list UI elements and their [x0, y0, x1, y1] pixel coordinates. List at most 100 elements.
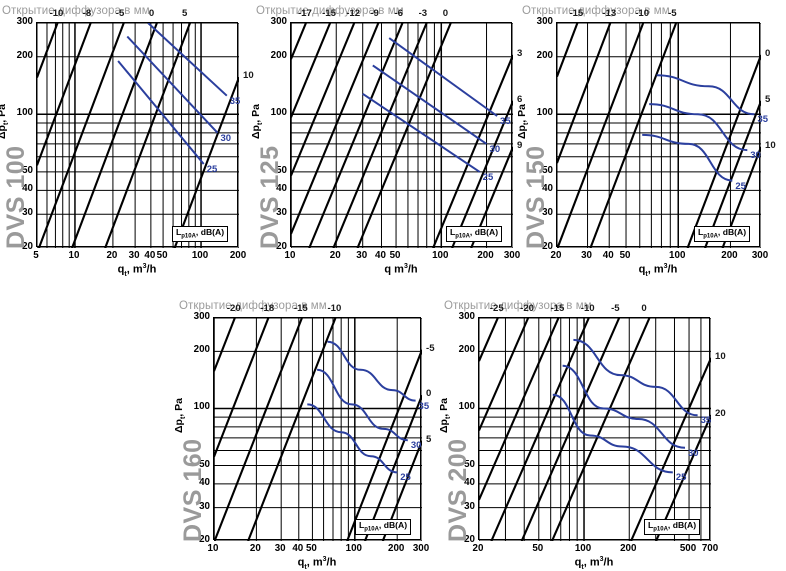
noise-curve-label-30: 30 [750, 150, 761, 162]
x-tick-20: 20 [249, 543, 261, 554]
y-tick-20: 20 [199, 534, 210, 545]
x-tick-50: 50 [389, 250, 401, 261]
y-tick-200: 200 [193, 344, 210, 356]
right-tick-6: 6 [517, 94, 523, 106]
grid-horizontal [37, 23, 239, 248]
x-tick-100: 100 [669, 250, 686, 261]
x-tick-100: 100 [345, 543, 362, 554]
right-tick-0: 0 [426, 388, 432, 400]
top-tick--18: -18 [260, 303, 275, 314]
noise-curve-label-35: 35 [418, 400, 430, 412]
x-tick-40: 40 [292, 543, 304, 554]
noise-curve-label-30: 30 [688, 447, 699, 459]
x-tick-5: 5 [33, 250, 39, 261]
y-tick-30: 30 [276, 207, 287, 219]
top-tick-0: 0 [148, 8, 155, 19]
plot-canvas [214, 318, 422, 541]
top-tick--17: -17 [297, 8, 312, 19]
y-tick-200: 200 [458, 344, 475, 356]
x-tick-20: 20 [106, 250, 118, 261]
noise-curve-25 [642, 133, 733, 182]
y-tick-100: 100 [536, 107, 553, 119]
plot-canvas [479, 318, 711, 541]
top-tick--10: -10 [635, 8, 650, 19]
x-tick-50: 50 [305, 543, 317, 554]
y-tick-30: 30 [464, 500, 475, 512]
top-tick--6: -6 [394, 8, 403, 19]
grid-vertical [557, 23, 761, 248]
y-tick-50: 50 [276, 164, 287, 176]
noise-curve-label-30: 30 [489, 143, 501, 155]
y-tick-50: 50 [199, 458, 210, 470]
grid-horizontal [557, 23, 761, 248]
y-tick-20: 20 [542, 241, 553, 252]
y-axis-label: Δpt, Pa [0, 104, 11, 139]
plot-canvas [37, 23, 239, 248]
grid-vertical [214, 318, 422, 541]
x-tick-30: 30 [128, 250, 140, 261]
y-tick-50: 50 [542, 164, 553, 176]
y-tick-300: 300 [16, 16, 33, 27]
noise-curve-label-25: 25 [400, 472, 411, 484]
top-tick--3: -3 [418, 8, 428, 19]
y-tick-100: 100 [16, 107, 33, 119]
y-tick-20: 20 [276, 241, 287, 252]
x-tick-40: 40 [375, 250, 386, 261]
x-tick-40: 40 [602, 250, 614, 261]
y-axis-label: Δpt, Pa [516, 104, 531, 139]
right-tick-10: 10 [765, 139, 776, 151]
noise-curve-25 [117, 60, 205, 165]
y-axis-label: Δpt, Pa [438, 397, 453, 433]
right-tick-0: 0 [765, 48, 771, 60]
chart-header-label: Открытие диффузора в мм [2, 5, 150, 17]
y-tick-100: 100 [193, 401, 210, 413]
x-tick-30: 30 [581, 250, 592, 261]
noise-curve-30 [316, 368, 408, 442]
noise-curve-35 [573, 338, 698, 417]
top-tick--20: -20 [226, 303, 241, 314]
y-tick-300: 300 [193, 311, 210, 322]
model-label: DVS 160 [179, 438, 207, 542]
y-tick-30: 30 [22, 207, 33, 219]
model-label: DVS 150 [522, 145, 550, 249]
right-tick-10: 10 [243, 70, 254, 82]
plot-area-dvs-200 [478, 317, 711, 541]
x-tick-10: 10 [284, 250, 296, 261]
x-axis-label: qt, m3/h [638, 263, 678, 278]
top-tick--15: -15 [293, 303, 308, 314]
noise-curve-label-25: 25 [735, 180, 746, 192]
chart-header-label: Открытие диффузора в мм [179, 300, 327, 312]
y-axis-label: Δpt, Pa [250, 104, 265, 139]
x-tick-300: 300 [751, 250, 769, 261]
plot-area-dvs-160 [213, 317, 422, 541]
noise-curve-label-35: 35 [700, 415, 712, 427]
noise-curve-label-30: 30 [410, 440, 422, 452]
x-axis-label: q m3/h [384, 263, 418, 276]
right-tick-10: 10 [715, 351, 726, 363]
x-tick-100: 100 [191, 250, 209, 261]
top-tick--15: -15 [569, 8, 584, 19]
plot-area-dvs-125 [290, 22, 513, 248]
plot-area-dvs-100 [36, 22, 239, 248]
legend-box: Lp10A, dB(A) [446, 226, 503, 243]
grid-vertical [291, 23, 513, 248]
noise-curve-label-35: 35 [757, 114, 769, 126]
x-tick-700: 700 [701, 543, 719, 554]
grid-horizontal [479, 318, 711, 541]
right-tick--5: -5 [426, 342, 435, 354]
y-tick-20: 20 [22, 241, 33, 252]
legend-box: Lp10A, dB(A) [172, 226, 229, 243]
x-tick-20: 20 [472, 543, 484, 554]
top-tick--25: -25 [489, 303, 504, 314]
y-axis-label: Δpt, Pa [173, 397, 188, 433]
x-tick-200: 200 [721, 250, 738, 261]
model-label: DVS 100 [2, 145, 30, 249]
x-tick-200: 200 [620, 543, 637, 554]
opening-lines [37, 23, 239, 248]
opening-lines [214, 318, 422, 541]
x-tick-200: 200 [229, 250, 247, 261]
